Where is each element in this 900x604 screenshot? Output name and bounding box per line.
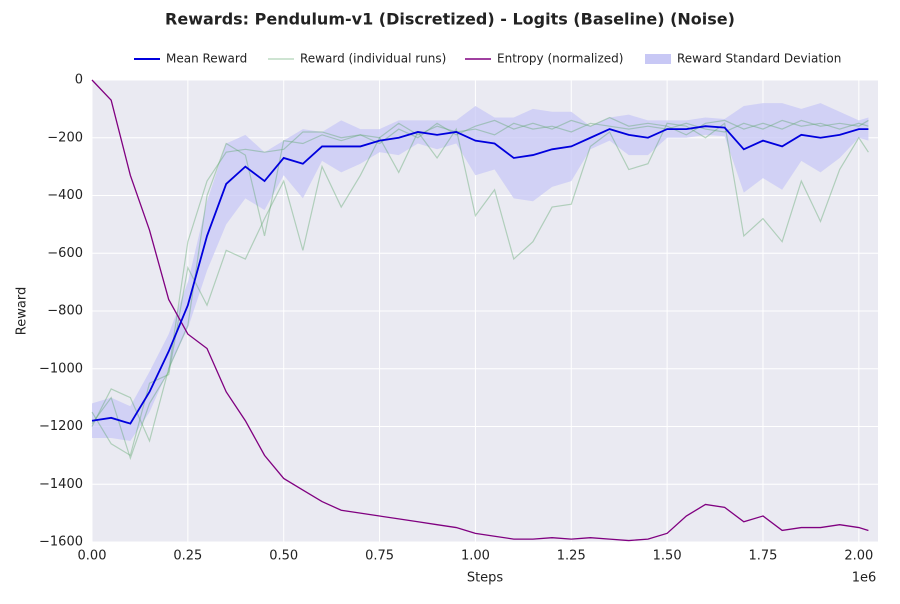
x-tick-label: 1.50 [653, 549, 682, 564]
series-line [91, 79, 869, 542]
y-axis-label: Reward [15, 287, 30, 335]
individual-run-line [91, 122, 869, 457]
x-tick-label: 1.75 [748, 549, 777, 564]
y-tick-label: −1200 [39, 419, 83, 434]
y-tick-label: −400 [47, 188, 83, 203]
y-tick-label: −600 [47, 246, 83, 261]
x-axis-label: Steps [467, 571, 504, 586]
individual-run-line [91, 116, 869, 443]
chart-title: Rewards: Pendulum-v1 (Discretized) - Log… [165, 10, 735, 29]
x-tick-label: 1.25 [557, 549, 586, 564]
legend-label: Reward (individual runs) [300, 52, 446, 66]
y-tick-label: −1600 [39, 535, 83, 550]
x-tick-label: 1.00 [461, 549, 490, 564]
legend-label: Entropy (normalized) [497, 52, 623, 66]
legend: Mean Reward Reward (individual runs) Entro… [134, 52, 841, 66]
x-offset-label: 1e6 [852, 571, 877, 586]
x-tick-label: 0.50 [269, 549, 298, 564]
y-tick-label: −1400 [39, 477, 83, 492]
y-tick-label: −800 [47, 304, 83, 319]
y-tick-label: −1000 [39, 361, 83, 376]
y-tick-label: 0 [75, 73, 83, 88]
x-tick-label: 2.00 [844, 549, 873, 564]
legend-label: Mean Reward [166, 52, 247, 66]
marks [91, 79, 869, 542]
std-band [92, 103, 869, 441]
y-tick-label: −200 [47, 130, 83, 145]
series-line [91, 125, 869, 425]
legend-label: Reward Standard Deviation [677, 52, 841, 66]
x-tick-label: 0.75 [365, 549, 394, 564]
legend-swatch [645, 54, 671, 64]
x-tick-label: 0.25 [173, 549, 202, 564]
individual-run-line [91, 119, 869, 461]
x-tick-label: 0.00 [78, 549, 107, 564]
